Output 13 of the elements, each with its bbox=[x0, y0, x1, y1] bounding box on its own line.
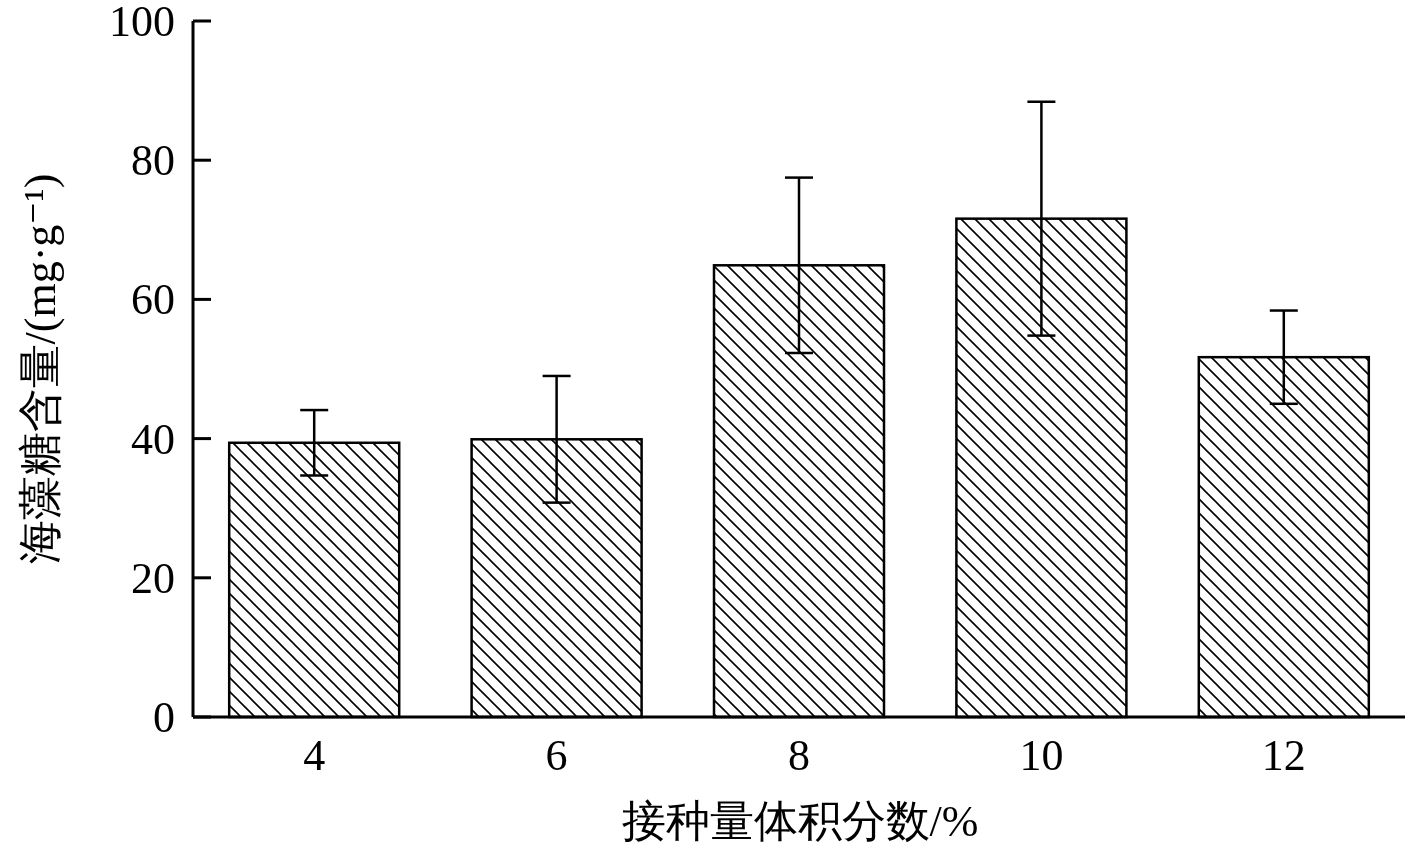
y-tick-label: 40 bbox=[131, 414, 175, 464]
y-tick-label: 60 bbox=[131, 275, 175, 325]
x-tick-label: 8 bbox=[788, 731, 810, 780]
x-tick-label: 4 bbox=[303, 731, 326, 780]
y-axis-title: 海藻糖含量/(mg·g⁻¹) bbox=[16, 173, 65, 565]
x-axis-title: 接种量体积分数/% bbox=[621, 797, 979, 846]
y-tick-label: 0 bbox=[153, 693, 175, 742]
x-tick-label: 12 bbox=[1261, 731, 1306, 780]
y-tick-label: 20 bbox=[131, 553, 175, 603]
x-tick-label: 10 bbox=[1019, 731, 1064, 780]
y-tick-label: 80 bbox=[131, 136, 175, 186]
y-tick-label: 100 bbox=[109, 0, 175, 46]
x-tick-label: 6 bbox=[545, 731, 568, 780]
